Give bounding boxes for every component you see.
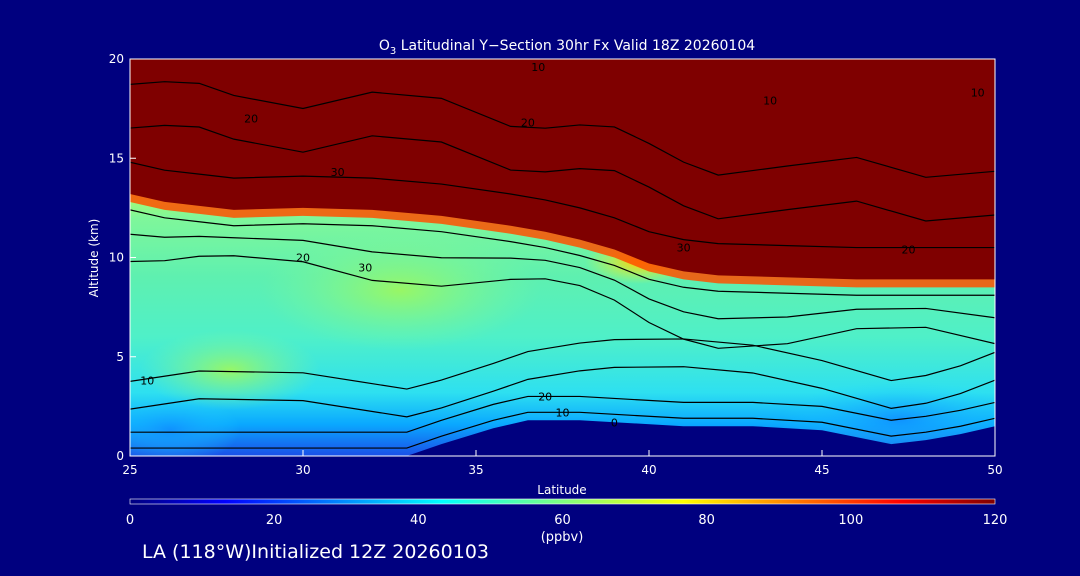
blue-region-sw	[130, 395, 240, 456]
x-axis: 25 30 35 40 45 50	[122, 450, 1003, 477]
colorbar-tick-label: 100	[838, 513, 863, 528]
y-tick-label: 0	[116, 449, 124, 463]
contour-label: 20	[902, 244, 916, 257]
contour-label: 10	[971, 87, 985, 100]
y-axis: 0 5 10 15 20	[109, 52, 136, 463]
contour-line	[130, 209, 995, 296]
contour-label: 20	[296, 252, 310, 265]
run-info: LA (118°W)Initialized 12Z 20260103	[142, 541, 489, 563]
y-tick-label: 10	[109, 251, 124, 265]
green-region-west	[140, 330, 320, 410]
stratosphere-region	[130, 59, 995, 280]
x-tick-label: 40	[641, 463, 656, 477]
contour-line	[130, 81, 995, 178]
x-tick-label: 25	[122, 463, 137, 477]
colorbar-tick-label: 120	[983, 513, 1008, 528]
colorbar-tick-label: 0	[126, 513, 134, 528]
contour-line	[130, 255, 995, 349]
contour-label: 10	[556, 406, 570, 419]
contour-label: 20	[538, 390, 552, 403]
contour-line	[130, 161, 995, 249]
contour-line	[130, 124, 995, 222]
colorbar-tick-label: 20	[266, 513, 283, 528]
x-tick-label: 45	[814, 463, 829, 477]
contour-label: 20	[244, 113, 258, 126]
contour-label: 20	[521, 117, 535, 130]
terrain-region	[130, 420, 995, 456]
chart-title: O3 Latitudinal Y−Section 30hr Fx Valid 1…	[379, 38, 755, 57]
colorbar-unit: (ppbv)	[541, 530, 584, 545]
colorbar	[129, 498, 996, 505]
contour-label: 0	[611, 416, 618, 429]
contour-line	[130, 395, 995, 433]
x-tick-label: 30	[295, 463, 310, 477]
contour-line	[130, 411, 995, 449]
colorbar-tick-label: 60	[554, 513, 571, 528]
y-tick-label: 5	[116, 350, 124, 364]
colorbar-tick-label: 40	[410, 513, 427, 528]
contour-label: 10	[763, 95, 777, 108]
contour-label: 30	[677, 242, 691, 255]
colorbar-tick-label: 80	[698, 513, 715, 528]
y-tick-label: 15	[109, 151, 124, 165]
contour-line	[130, 366, 995, 418]
colorbar-ticks: 0 20 40 60 80 100 120	[126, 513, 1008, 528]
x-axis-label: Latitude	[537, 483, 586, 497]
x-tick-label: 35	[468, 463, 483, 477]
contour-labels: 10 10 10 20 20 20 30 30 30 10 20 10 0 20	[140, 61, 984, 429]
x-tick-label: 50	[987, 463, 1002, 477]
contour-label: 30	[331, 166, 345, 179]
contour-lines	[130, 81, 995, 449]
contour-label: 30	[358, 261, 372, 274]
y-tick-label: 20	[109, 52, 124, 66]
contour-label: 10	[531, 61, 545, 74]
y-axis-label: Altitude (km)	[87, 219, 101, 298]
contour-label: 10	[140, 375, 154, 388]
green-region-mid	[260, 230, 540, 350]
contour-line	[130, 338, 995, 390]
contour-line	[130, 233, 995, 320]
